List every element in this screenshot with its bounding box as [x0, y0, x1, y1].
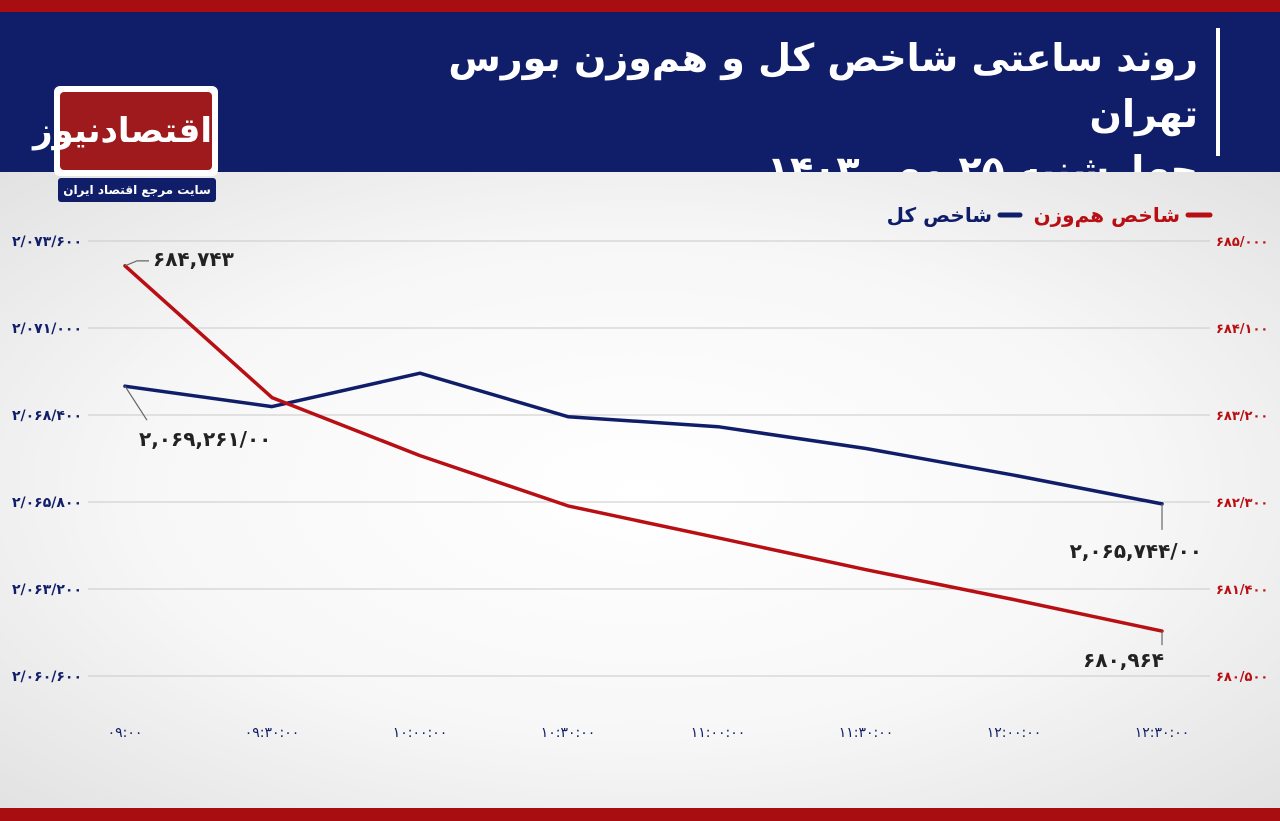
x-tick-label: ۰۹:۰۰: [108, 725, 143, 741]
x-tick-label: ۰۹:۳۰:۰۰: [245, 725, 300, 741]
y-left-tick-label: ۲/۰۷۳/۶۰۰: [12, 234, 82, 250]
y-right-tick-label: ۶۸۳/۲۰۰: [1216, 409, 1268, 424]
y-left-tick-label: ۲/۰۷۱/۰۰۰: [12, 321, 82, 337]
title-line-1: روند ساعتی شاخص کل و هم‌وزن بورس تهران: [448, 36, 1198, 136]
x-tick-label: ۱۲:۳۰:۰۰: [1135, 725, 1190, 741]
x-tick-label: ۱۰:۰۰:۰۰: [393, 725, 448, 741]
annotation-label-equal-start: ۶۸۴,۷۴۳: [153, 247, 234, 271]
annotation-leader: [124, 260, 149, 267]
logo-wordmark: اقتصادنیوز: [33, 92, 212, 170]
annotation-leader: [124, 385, 148, 421]
y-left-tick-label: ۲/۰۶۸/۴۰۰: [12, 408, 82, 424]
x-tick-label: ۱۰:۳۰:۰۰: [541, 725, 596, 741]
y-left-tick-label: ۲/۰۶۰/۶۰۰: [12, 669, 82, 685]
title-divider: [1216, 28, 1220, 156]
y-left-tick-label: ۲/۰۶۳/۲۰۰: [12, 582, 82, 598]
x-tick-label: ۱۱:۰۰:۰۰: [691, 725, 746, 741]
x-tick-label: ۱۲:۰۰:۰۰: [987, 725, 1042, 741]
y-right-tick-label: ۶۸۲/۳۰۰: [1216, 496, 1268, 511]
annotation-label-equal-end: ۶۸۰,۹۶۴: [1083, 648, 1164, 672]
y-left-tick-label: ۲/۰۶۵/۸۰۰: [12, 495, 82, 511]
annotation-label-total-end: ۲,۰۶۵,۷۴۴/۰۰: [1070, 539, 1202, 563]
logo-tagline: سایت مرجع اقتصاد ایران: [58, 178, 216, 202]
brand-logo: اقتصادنیوز سایت مرجع اقتصاد ایران: [33, 72, 220, 206]
y-right-tick-label: ۶۸۰/۵۰۰: [1216, 670, 1268, 685]
bottom-accent-line: [0, 808, 1280, 821]
y-right-tick-label: ۶۸۵/۰۰۰: [1216, 235, 1268, 250]
y-right-tick-label: ۶۸۴/۱۰۰: [1216, 322, 1268, 337]
legend-label-total: شاخص کل: [887, 203, 992, 227]
series-line-total: [123, 371, 1164, 506]
y-right-tick-label: ۶۸۱/۴۰۰: [1216, 583, 1268, 598]
plot-background: [0, 172, 1280, 808]
series-line-equal: [123, 264, 1164, 633]
annotation-label-total-start: ۲,۰۶۹,۲۶۱/۰۰: [139, 427, 271, 451]
legend-label-equal: شاخص هم‌وزن: [1034, 203, 1180, 227]
top-accent-line: [0, 0, 1280, 12]
x-tick-label: ۱۱:۳۰:۰۰: [839, 725, 894, 741]
legend: شاخص هم‌وزن شاخص کل: [887, 203, 1213, 227]
